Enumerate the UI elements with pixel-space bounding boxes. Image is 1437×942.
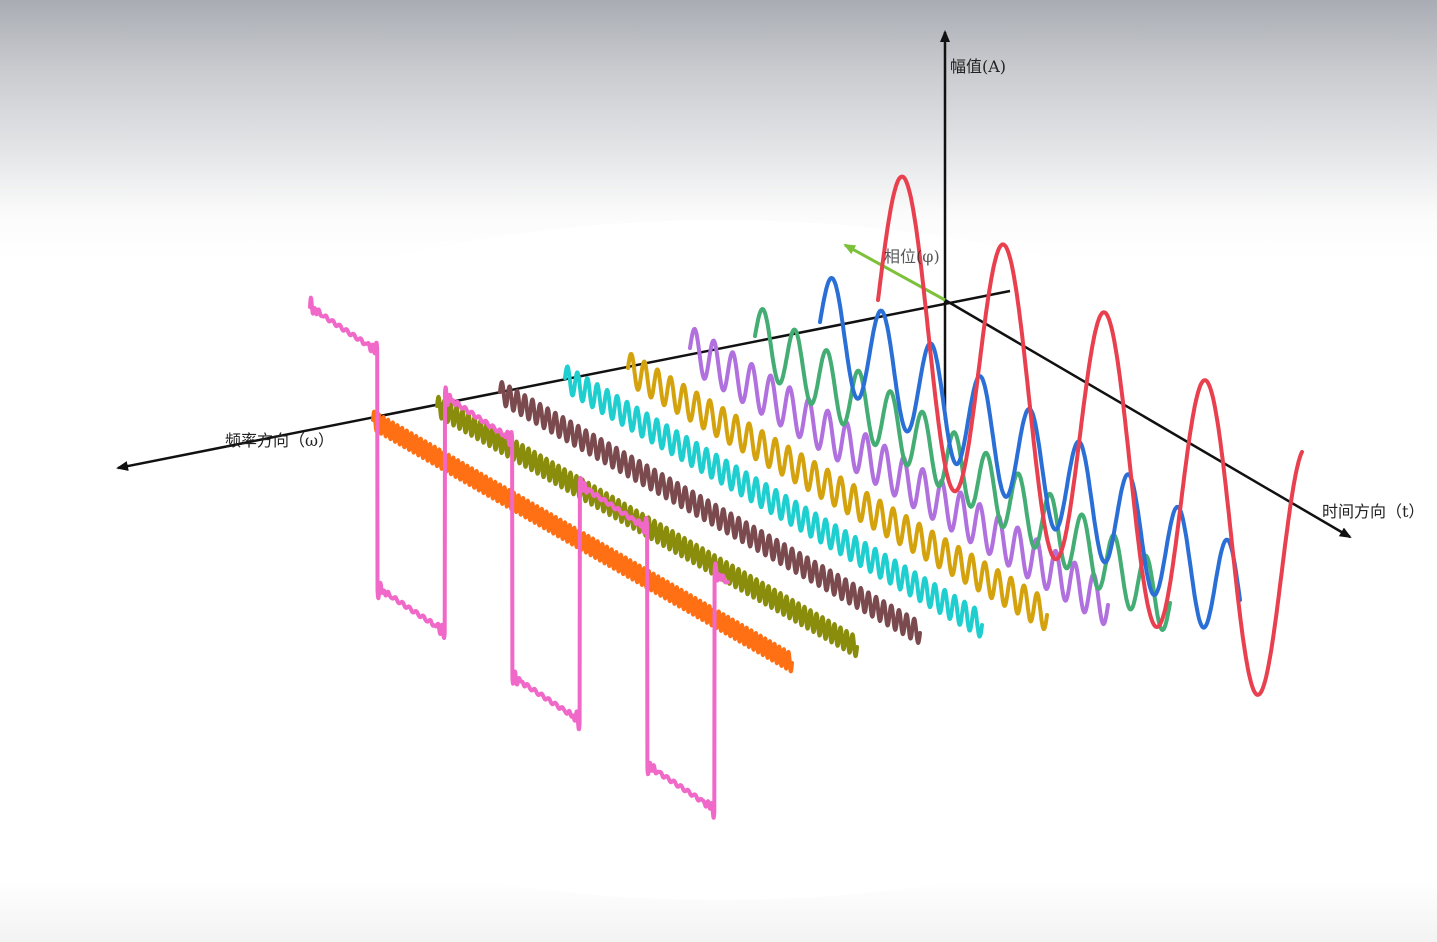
square-wave-group xyxy=(308,295,730,820)
phase-axis-label: 相位(φ) xyxy=(884,247,940,266)
gold-sine-9 xyxy=(626,351,1049,632)
time-axis-label: 时间方向（t） xyxy=(1322,502,1424,521)
brown-sine-13 xyxy=(498,380,922,645)
red-sine-1 xyxy=(876,174,1304,697)
frequency-axis-label: 频率方向（ω） xyxy=(225,431,334,450)
orange-sine-17 xyxy=(371,409,794,674)
time-axis xyxy=(944,298,1352,539)
amplitude-axis-label: 幅值(A) xyxy=(950,57,1006,76)
phase-axis xyxy=(843,243,946,302)
cyan-sine-11 xyxy=(563,364,984,639)
pink-square-wave xyxy=(308,295,730,820)
waves-group xyxy=(371,174,1304,697)
